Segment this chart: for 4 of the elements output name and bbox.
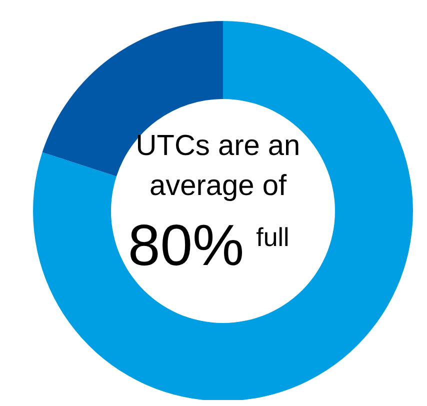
data-label: 80% [128,213,244,278]
text: full [256,222,290,252]
text: UTCs are an average of [134,129,302,204]
donut-slice [33,21,413,400]
